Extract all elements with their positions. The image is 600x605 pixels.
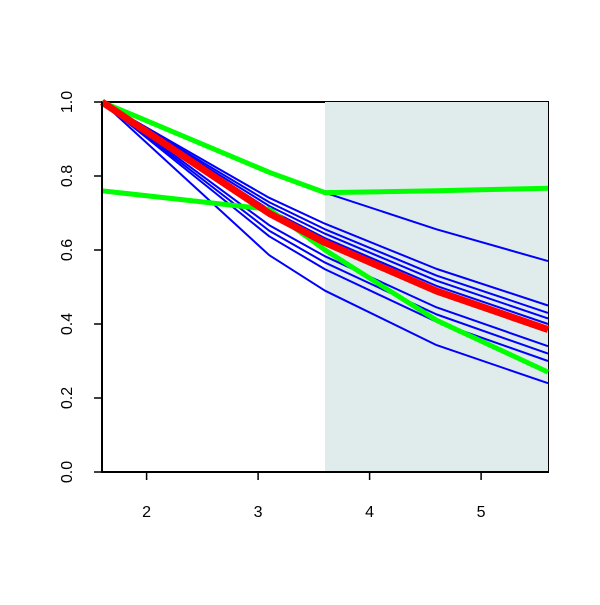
shaded-region xyxy=(325,102,548,472)
series-line xyxy=(101,101,549,320)
series-line xyxy=(101,101,549,348)
x-tick-label: 5 xyxy=(477,504,486,521)
series-line xyxy=(101,101,549,307)
y-tick-label: 0.2 xyxy=(59,387,76,409)
series-line xyxy=(101,188,550,375)
series-line xyxy=(101,99,549,196)
x-tick-label: 4 xyxy=(365,504,374,521)
y-tick-label: 1.0 xyxy=(59,91,76,113)
series-line xyxy=(101,101,549,355)
y-tick-label: 0.8 xyxy=(59,165,76,187)
x-tick-label: 2 xyxy=(142,504,151,521)
x-tick-label: 3 xyxy=(254,504,263,521)
series-line xyxy=(100,99,550,333)
y-tick-label: 0.4 xyxy=(59,313,76,335)
series-line xyxy=(101,101,549,314)
y-tick-label: 0.6 xyxy=(59,239,76,261)
y-tick-label: 0.0 xyxy=(59,461,76,483)
